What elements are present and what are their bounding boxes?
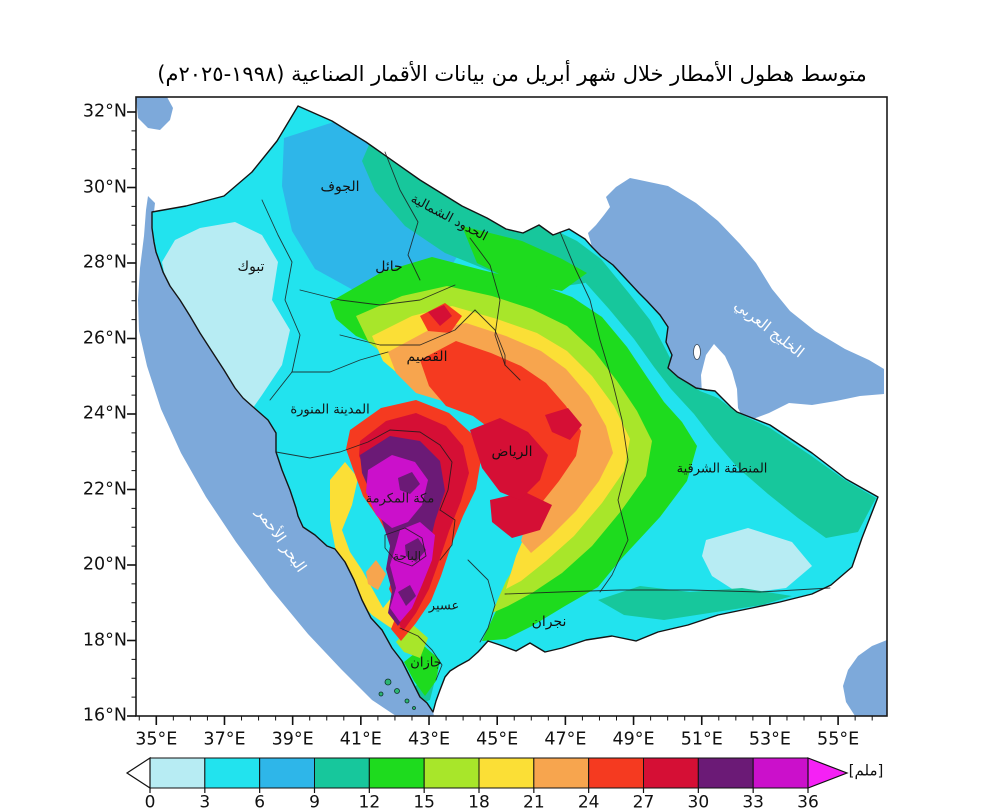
province-borders <box>261 151 831 681</box>
country-border <box>151 105 879 713</box>
farasan-islands <box>378 678 416 710</box>
red-sea-shape <box>138 196 434 716</box>
sea-shapes <box>136 97 887 716</box>
colorbar <box>125 756 849 793</box>
x-axis-ticks <box>138 716 873 725</box>
plot-frame <box>135 96 888 717</box>
figure-title: متوسط هطول الأمطار خلال شهر أبريل من بيا… <box>157 62 867 86</box>
arabian-sea-shape <box>843 640 887 716</box>
y-axis-ticks <box>127 111 136 717</box>
mediterranean-sea-shape <box>136 97 173 130</box>
bahrain-island <box>693 344 701 360</box>
arabian-gulf-shape <box>588 178 884 419</box>
